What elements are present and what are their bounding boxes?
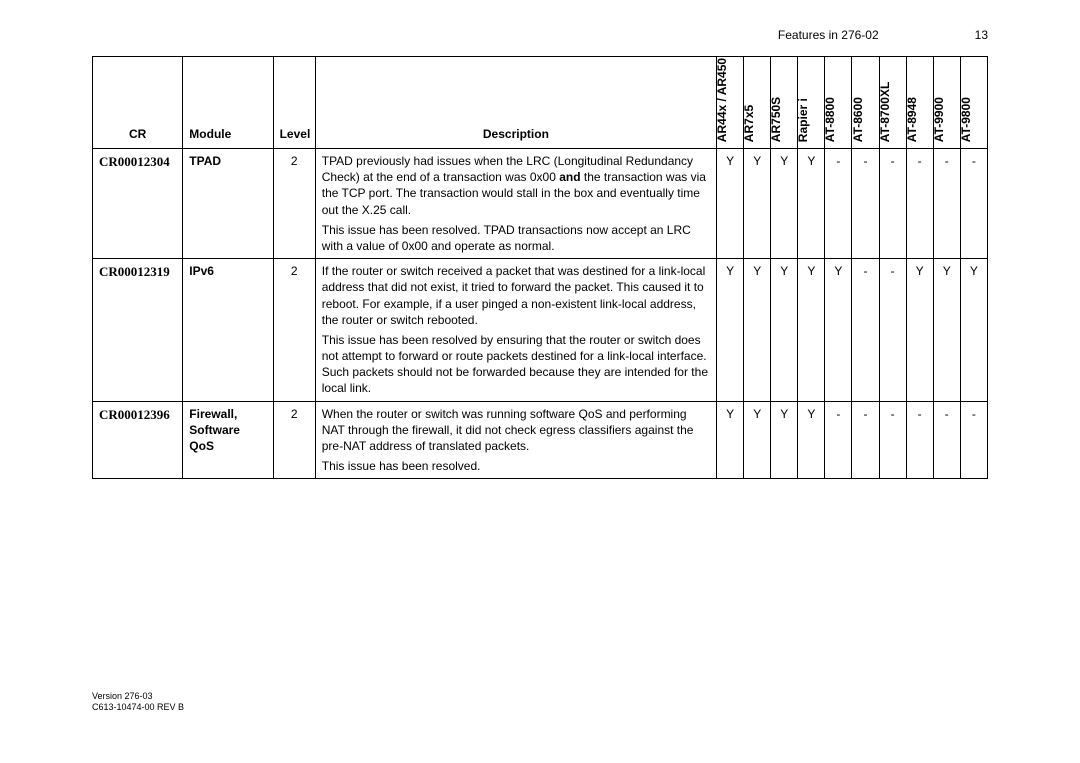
level-cell: 2 (273, 149, 315, 259)
platform-label: AT-9900 (931, 97, 947, 142)
footer-version: Version 276-03 (92, 691, 184, 702)
desc-paragraph: If the router or switch received a packe… (322, 263, 710, 328)
header-title: Features in 276-02 (778, 28, 879, 42)
platform-label: AT-8800 (822, 97, 838, 142)
platform-cell: Y (717, 259, 744, 402)
col-cr: CR (93, 57, 183, 149)
platform-cell: Y (771, 259, 798, 402)
platform-cell: Y (798, 259, 825, 402)
platform-label: AR44x / AR450 (714, 58, 730, 142)
desc-paragraph: When the router or switch was running so… (322, 406, 710, 455)
col-platform-9: AT-9800 (960, 57, 987, 149)
col-platform-1: AR7x5 (744, 57, 771, 149)
platform-cell: Y (906, 259, 933, 402)
platform-cell: - (852, 149, 879, 259)
description-cell: TPAD previously had issues when the LRC … (315, 149, 716, 259)
platform-cell: - (933, 401, 960, 479)
platform-cell: - (906, 401, 933, 479)
platform-cell: - (879, 401, 906, 479)
page-footer: Version 276-03 C613-10474-00 REV B (92, 691, 184, 713)
col-platform-4: AT-8800 (825, 57, 852, 149)
platform-cell: - (933, 149, 960, 259)
platform-cell: Y (798, 149, 825, 259)
platform-cell: - (960, 401, 987, 479)
platform-cell: Y (960, 259, 987, 402)
desc-paragraph: TPAD previously had issues when the LRC … (322, 153, 710, 218)
platform-label: Rapier i (795, 98, 811, 142)
platform-cell: Y (798, 401, 825, 479)
platform-label: AT-8948 (903, 97, 919, 142)
col-level: Level (273, 57, 315, 149)
cr-table: CR Module Level Description AR44x / AR45… (92, 56, 988, 479)
table-row: CR00012319 IPv6 2 If the router or switc… (93, 259, 988, 402)
table-row: CR00012304 TPAD 2 TPAD previously had is… (93, 149, 988, 259)
platform-cell: Y (717, 401, 744, 479)
col-platform-5: AT-8600 (852, 57, 879, 149)
platform-cell: - (879, 259, 906, 402)
module-cell: TPAD (183, 149, 273, 259)
platform-cell: - (825, 149, 852, 259)
level-cell: 2 (273, 259, 315, 402)
module-cell: Firewall, Software QoS (183, 401, 273, 479)
platform-cell: Y (771, 149, 798, 259)
col-description: Description (315, 57, 716, 149)
col-platform-8: AT-9900 (933, 57, 960, 149)
platform-cell: - (852, 259, 879, 402)
description-cell: When the router or switch was running so… (315, 401, 716, 479)
platform-cell: Y (717, 149, 744, 259)
col-module: Module (183, 57, 273, 149)
platform-cell: Y (771, 401, 798, 479)
platform-cell: - (960, 149, 987, 259)
level-cell: 2 (273, 401, 315, 479)
cr-id: CR00012396 (93, 401, 183, 479)
platform-cell: Y (933, 259, 960, 402)
platform-cell: Y (744, 149, 771, 259)
platform-label: AR750S (768, 97, 784, 142)
platform-label: AT-8600 (849, 97, 865, 142)
cr-id: CR00012319 (93, 259, 183, 402)
desc-bold: and (559, 170, 580, 184)
col-platform-7: AT-8948 (906, 57, 933, 149)
desc-paragraph: This issue has been resolved. TPAD trans… (322, 222, 710, 254)
table-header-row: CR Module Level Description AR44x / AR45… (93, 57, 988, 149)
platform-cell: Y (744, 401, 771, 479)
page-header: Features in 276-02 13 (92, 28, 988, 42)
platform-cell: - (852, 401, 879, 479)
platform-cell: Y (744, 259, 771, 402)
description-cell: If the router or switch received a packe… (315, 259, 716, 402)
cr-id: CR00012304 (93, 149, 183, 259)
page-number: 13 (975, 28, 988, 42)
platform-label: AT-8700XL (876, 82, 892, 142)
desc-paragraph: This issue has been resolved. (322, 458, 710, 474)
platform-cell: - (879, 149, 906, 259)
col-platform-0: AR44x / AR450 (717, 57, 744, 149)
platform-cell: - (906, 149, 933, 259)
page: Features in 276-02 13 CR Module Level De… (0, 0, 1080, 763)
platform-cell: - (825, 401, 852, 479)
col-platform-2: AR750S (771, 57, 798, 149)
desc-paragraph: This issue has been resolved by ensuring… (322, 332, 710, 397)
module-cell: IPv6 (183, 259, 273, 402)
col-platform-6: AT-8700XL (879, 57, 906, 149)
platform-label: AR7x5 (741, 105, 757, 142)
footer-docid: C613-10474-00 REV B (92, 702, 184, 713)
table-row: CR00012396 Firewall, Software QoS 2 When… (93, 401, 988, 479)
platform-cell: Y (825, 259, 852, 402)
platform-label: AT-9800 (958, 97, 974, 142)
